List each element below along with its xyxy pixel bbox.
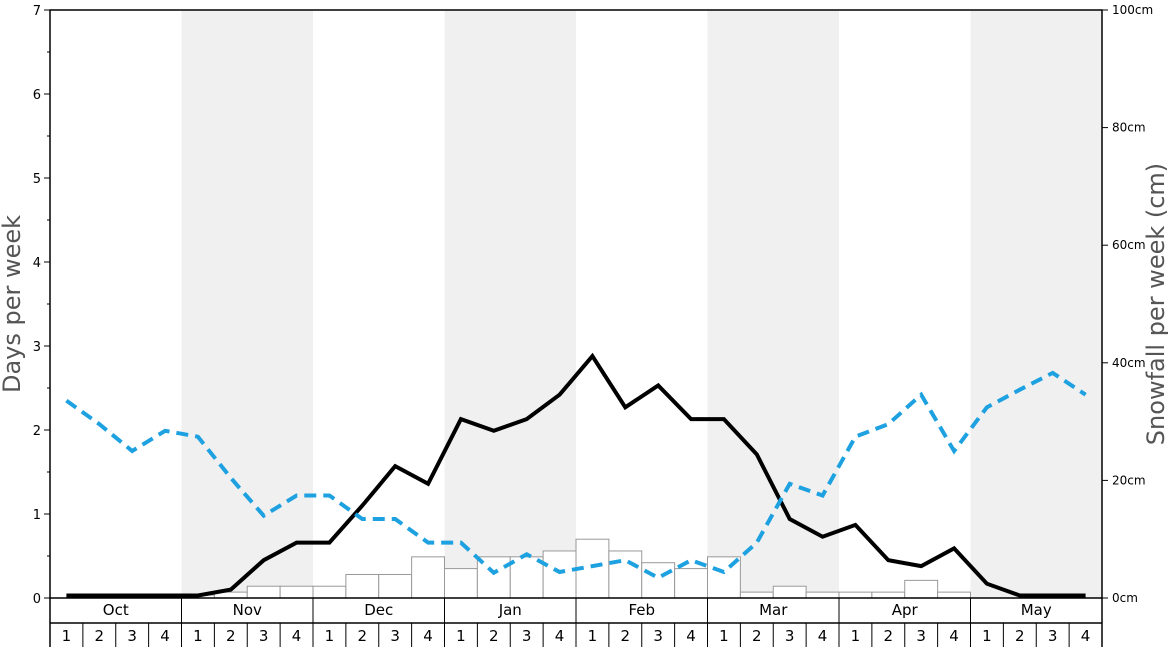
month-band-may [970,10,1102,598]
left-tick-label: 2 [33,424,41,439]
month-label: Dec [364,601,393,619]
week-label: 3 [390,627,400,645]
month-shading-bands [181,10,1102,598]
month-label: Feb [628,601,655,619]
week-row: 1 2 3 4 1 2 3 4 1 2 3 4 1 2 3 4 1 2 3 4 1 2 3 4 1 2 3 4 1 2 3 4 [62,623,1091,647]
week-label: 1 [62,627,72,645]
month-label: Oct [103,601,129,619]
right-tick-label: 100cm [1112,3,1153,17]
snowfall-bar [739,591,774,599]
week-label: 3 [916,627,926,645]
right-tick-label: 20cm [1112,473,1146,487]
month-band-jan [444,10,576,598]
week-label: 4 [686,627,696,645]
left-tick-label: 7 [33,4,41,19]
month-band-nov [181,10,313,598]
month-row: Oct Nov Dec Jan Feb Mar Apr May [49,598,1103,647]
snowfall-bar [246,585,281,599]
snowfall-bar [444,568,478,599]
snowfall-bar [411,556,445,599]
month-label: Apr [892,601,919,619]
right-tick-label: 40cm [1112,356,1146,370]
week-label: 1 [325,627,335,645]
week-label: 2 [1015,627,1025,645]
snowfall-bar [805,591,840,599]
snowfall-bar [378,573,413,599]
snowfall-bar [279,585,314,599]
week-label: 1 [456,627,466,645]
left-tick-label: 6 [33,88,41,103]
week-label: 4 [949,627,959,645]
solid-line [66,352,1086,598]
snowfall-bar [509,556,544,599]
right-tick-label: 80cm [1112,121,1146,135]
month-label: May [1021,601,1052,619]
left-tick-label: 5 [33,172,41,187]
snowfall-bar [608,550,643,599]
week-label: 1 [719,627,729,645]
left-axis: 0 1 2 3 4 5 6 7 [33,4,50,607]
week-label: 4 [423,627,433,645]
left-tick-label: 1 [33,508,41,523]
snowfall-bar [542,550,577,599]
left-tick-label: 4 [33,256,41,271]
week-label: 3 [1048,627,1058,645]
week-label: 4 [160,627,170,645]
snowfall-bar [641,562,676,599]
week-label: 3 [522,627,532,645]
week-label: 3 [653,627,663,645]
week-label: 3 [127,627,137,645]
snowfall-bar [838,591,873,599]
left-tick-label: 0 [33,592,41,607]
week-label: 2 [752,627,762,645]
week-label: 2 [884,627,894,645]
week-label: 1 [982,627,992,645]
snowfall-bar [312,585,347,599]
snowfall-bar [871,591,906,599]
right-axis: 0cm 20cm 40cm 60cm 80cm 100cm [1102,3,1153,605]
week-label: 2 [358,627,368,645]
week-label: 3 [259,627,269,645]
snowfall-bar [904,579,939,599]
week-label: 2 [489,627,499,645]
month-band-mar [707,10,839,598]
snowfall-bar [476,556,511,599]
month-label: Nov [233,601,262,619]
snowfall-bar [345,573,380,599]
week-label: 2 [95,627,105,645]
snowfall-bar [937,591,971,599]
month-label: Jan [498,601,522,619]
week-label: 1 [588,627,598,645]
week-label: 1 [851,627,861,645]
week-label: 2 [621,627,631,645]
right-tick-label: 0cm [1112,591,1138,605]
snowfall-bar [772,585,807,599]
month-label: Mar [759,601,788,619]
left-tick-label: 3 [33,340,41,355]
week-label: 3 [785,627,795,645]
right-tick-label: 60cm [1112,238,1146,252]
week-label: 4 [555,627,565,645]
day-lines [65,352,1087,598]
week-label: 1 [193,627,203,645]
week-label: 4 [292,627,302,645]
dashed-line [65,370,1087,581]
snowfall-bar [674,568,708,599]
week-label: 4 [1081,627,1091,645]
left-axis-title: Days per week [0,215,26,393]
right-axis-title: Snowfall per week (cm) [1142,163,1168,445]
week-label: 2 [226,627,236,645]
week-label: 4 [818,627,828,645]
